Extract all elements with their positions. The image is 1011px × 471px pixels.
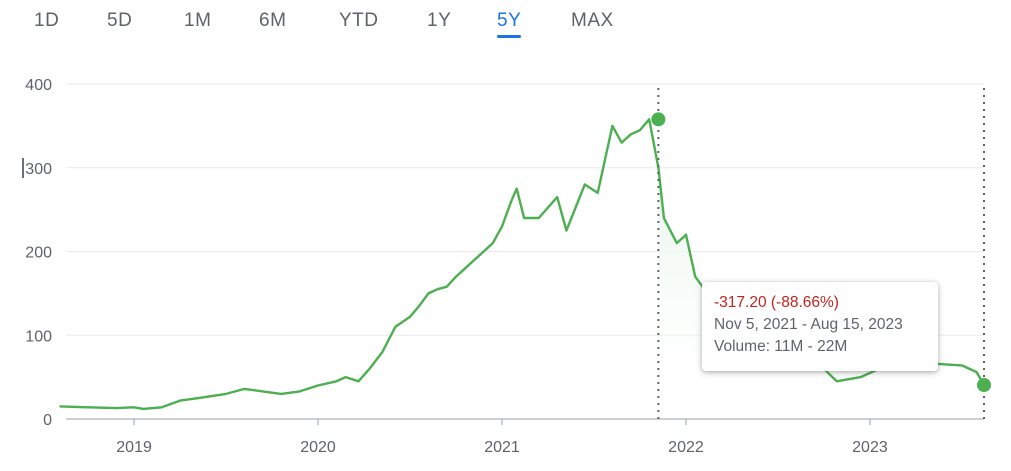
x-tick-label: 2019	[116, 439, 152, 456]
tab-5y-label: 5Y	[497, 10, 522, 31]
y-tick-label: 0	[43, 412, 52, 429]
tab-1m[interactable]: 1M	[184, 10, 212, 31]
tab-5d[interactable]: 5D	[107, 10, 133, 31]
selection-end-point	[977, 377, 991, 392]
y-tick-label: 400	[25, 77, 52, 94]
tooltip-change: -317.20 (-88.66%)	[714, 294, 839, 311]
range-tabs: 1D 5D 1M 6M YTD 1Y 5Y MAX	[0, 0, 1011, 44]
active-tab-indicator	[497, 35, 522, 38]
y-tick-label: 300	[25, 161, 52, 178]
tab-1d[interactable]: 1D	[34, 10, 60, 31]
x-tick-label: 2022	[668, 439, 704, 456]
y-tick-label: 200	[25, 245, 52, 262]
tab-1y[interactable]: 1Y	[427, 10, 452, 31]
y-tick-label: 100	[25, 328, 52, 345]
x-tick-label: 2021	[484, 439, 520, 456]
x-tick-label: 2020	[300, 439, 336, 456]
tab-ytd[interactable]: YTD	[339, 10, 379, 31]
x-tick-label: 2023	[852, 439, 888, 456]
tooltip-date-range: Nov 5, 2021 - Aug 15, 2023	[714, 316, 903, 333]
tab-6m[interactable]: 6M	[259, 10, 287, 31]
tab-5y[interactable]: 5Y	[497, 10, 522, 38]
tab-max[interactable]: MAX	[571, 10, 614, 31]
tooltip-volume: Volume: 11M - 22M	[714, 338, 848, 355]
selection-start-point	[651, 112, 666, 127]
selection-tooltip: -317.20 (-88.66%) Nov 5, 2021 - Aug 15, …	[702, 282, 938, 371]
